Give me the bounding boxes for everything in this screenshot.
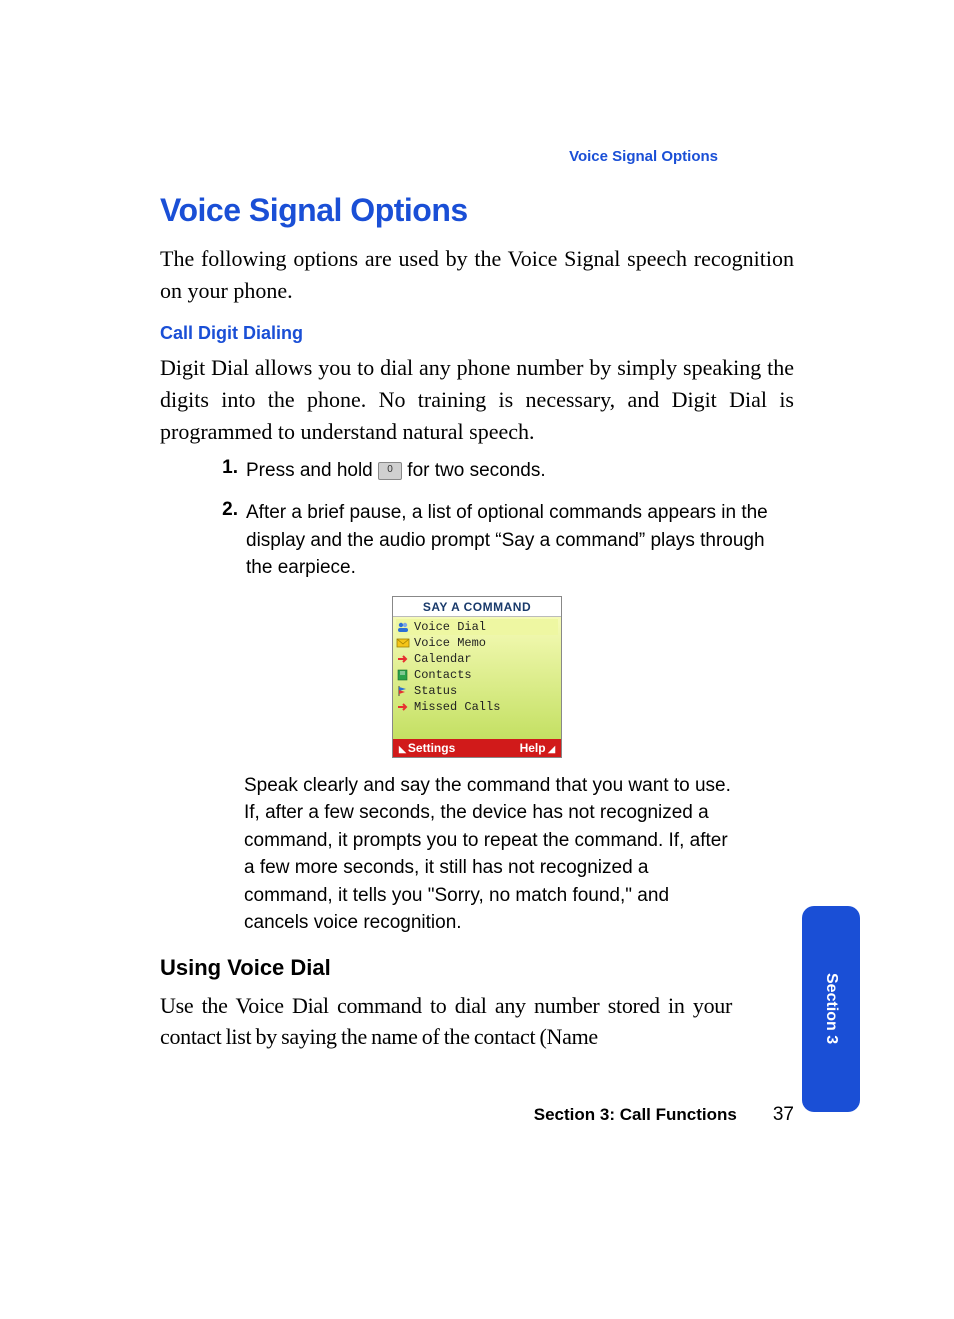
envelope-icon (396, 637, 410, 649)
phone-list-item: Contacts (396, 667, 558, 683)
page-footer: Section 3: Call Functions 37 (160, 1104, 794, 1126)
phone-item-label: Voice Dial (414, 620, 486, 634)
phone-list-item: Status (396, 683, 558, 699)
page-title: Voice Signal Options (160, 192, 794, 229)
continuation-paragraph: Speak clearly and say the command that y… (244, 772, 734, 937)
section-side-tab: Section 3 (802, 906, 860, 1112)
list-body: Press and hold 0 for two seconds. (246, 457, 794, 485)
subsection-title-black: Using Voice Dial (160, 955, 794, 981)
list-item: 1. Press and hold 0 for two seconds. (208, 457, 794, 485)
phone-title-bar: SAY A COMMAND (393, 597, 561, 617)
list-body: After a brief pause, a list of optional … (246, 499, 794, 582)
phone-command-list: Voice Dial Voice Memo Calendar Contacts … (393, 617, 561, 739)
intro-paragraph: The following options are used by the Vo… (160, 243, 794, 307)
phone-list-item: Voice Memo (396, 635, 558, 651)
people-icon (396, 621, 410, 633)
zero-key-icon: 0 (378, 462, 402, 480)
softkey-right: Help (520, 741, 555, 755)
phone-list-item: Voice Dial (396, 619, 558, 635)
side-tab-label: Section 3 (822, 973, 840, 1044)
phone-item-label: Contacts (414, 668, 472, 682)
phone-softkey-bar: Settings Help (393, 739, 561, 757)
arrow-icon (396, 653, 410, 665)
arrow-icon (396, 701, 410, 713)
list-item: 2. After a brief pause, a list of option… (208, 499, 794, 582)
subsection-paragraph: Digit Dial allows you to dial any phone … (160, 352, 794, 448)
phone-screenshot: SAY A COMMAND Voice Dial Voice Memo Cale… (392, 596, 562, 758)
phone-list-item: Missed Calls (396, 699, 558, 715)
subsection-title: Call Digit Dialing (160, 323, 794, 344)
step1-text-a: Press and hold (246, 460, 378, 481)
numbered-list: 1. Press and hold 0 for two seconds. 2. … (208, 457, 794, 581)
list-number: 1. (208, 457, 246, 485)
list-number: 2. (208, 499, 246, 582)
footer-page-number: 37 (773, 1104, 794, 1126)
page: Voice Signal Options Voice Signal Option… (0, 0, 954, 1319)
flag-icon (396, 685, 410, 697)
subsection-paragraph: Use the Voice Dial command to dial any n… (160, 991, 732, 1053)
book-icon (396, 669, 410, 681)
footer-section-label: Section 3: Call Functions (534, 1105, 737, 1125)
phone-item-label: Status (414, 684, 457, 698)
phone-item-label: Calendar (414, 652, 472, 666)
phone-item-label: Missed Calls (414, 700, 500, 714)
running-header: Voice Signal Options (569, 148, 718, 165)
softkey-left: Settings (399, 741, 455, 755)
step1-text-b: for two seconds. (402, 460, 546, 481)
phone-item-label: Voice Memo (414, 636, 486, 650)
phone-screenshot-wrap: SAY A COMMAND Voice Dial Voice Memo Cale… (160, 596, 794, 758)
phone-list-item: Calendar (396, 651, 558, 667)
